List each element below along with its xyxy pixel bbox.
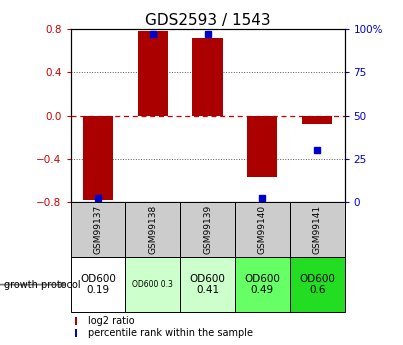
Text: log2 ratio: log2 ratio <box>88 316 135 326</box>
Text: OD600
0.49: OD600 0.49 <box>244 274 280 295</box>
Bar <box>71 202 125 257</box>
Text: GSM99139: GSM99139 <box>203 205 212 254</box>
Text: OD600
0.19: OD600 0.19 <box>80 274 116 295</box>
Bar <box>235 257 290 312</box>
Bar <box>125 257 180 312</box>
Text: GSM99137: GSM99137 <box>93 205 102 254</box>
Bar <box>247 116 277 177</box>
Bar <box>83 116 113 200</box>
Text: GSM99138: GSM99138 <box>148 205 157 254</box>
Text: OD600
0.41: OD600 0.41 <box>189 274 226 295</box>
Title: GDS2593 / 1543: GDS2593 / 1543 <box>145 13 270 28</box>
Bar <box>235 202 290 257</box>
Bar <box>180 257 235 312</box>
Bar <box>290 257 345 312</box>
Text: growth protocol: growth protocol <box>4 280 81 289</box>
Bar <box>138 31 168 116</box>
Bar <box>193 38 222 116</box>
Bar <box>302 116 332 124</box>
Text: OD600 0.3: OD600 0.3 <box>132 280 173 289</box>
Bar <box>180 202 235 257</box>
Text: GSM99141: GSM99141 <box>313 205 322 254</box>
Bar <box>290 202 345 257</box>
Text: OD600
0.6: OD600 0.6 <box>299 274 335 295</box>
Bar <box>71 257 125 312</box>
Text: GSM99140: GSM99140 <box>258 205 267 254</box>
Text: percentile rank within the sample: percentile rank within the sample <box>88 328 253 338</box>
Bar <box>125 202 180 257</box>
